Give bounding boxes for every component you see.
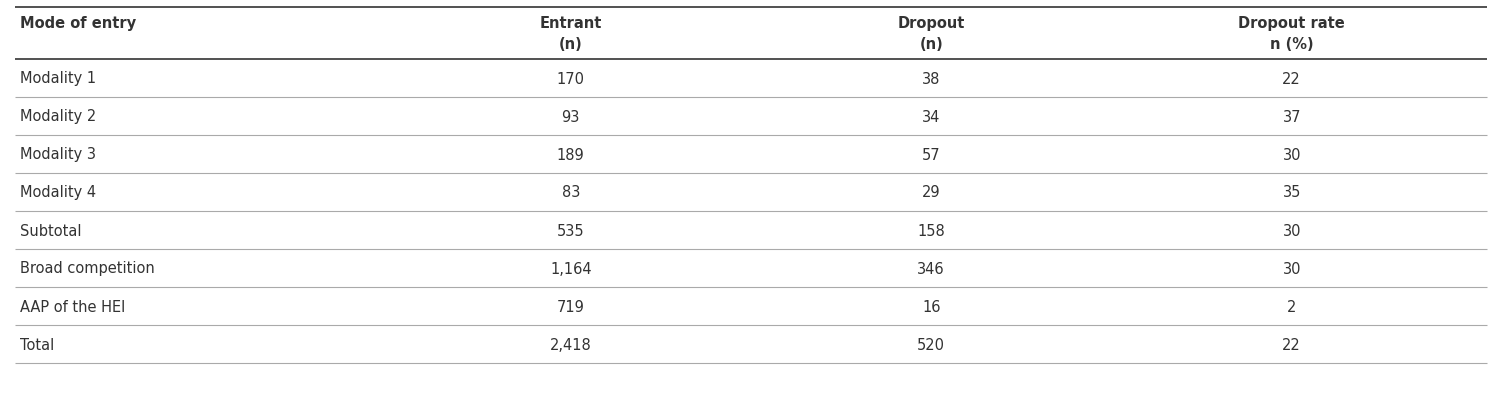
Text: Modality 1: Modality 1 — [20, 71, 96, 86]
Text: Modality 3: Modality 3 — [20, 147, 96, 162]
Text: 38: 38 — [922, 71, 940, 86]
Text: (n): (n) — [919, 36, 943, 51]
Text: n (%): n (%) — [1269, 36, 1314, 51]
Text: 34: 34 — [922, 109, 940, 124]
Text: 30: 30 — [1283, 261, 1301, 276]
Text: 57: 57 — [922, 147, 940, 162]
Text: Total: Total — [20, 337, 54, 352]
Text: 83: 83 — [562, 185, 580, 200]
Text: 346: 346 — [918, 261, 945, 276]
Text: 22: 22 — [1283, 71, 1301, 86]
Text: 29: 29 — [922, 185, 940, 200]
Text: 2: 2 — [1287, 299, 1296, 314]
Text: 93: 93 — [562, 109, 580, 124]
Text: 2,418: 2,418 — [550, 337, 592, 352]
Text: 35: 35 — [1283, 185, 1301, 200]
Text: 37: 37 — [1283, 109, 1301, 124]
Text: 30: 30 — [1283, 223, 1301, 238]
Text: Entrant: Entrant — [539, 16, 602, 31]
Text: 16: 16 — [922, 299, 940, 314]
Text: 30: 30 — [1283, 147, 1301, 162]
Text: 158: 158 — [918, 223, 945, 238]
Text: 1,164: 1,164 — [550, 261, 592, 276]
Text: Modality 4: Modality 4 — [20, 185, 96, 200]
Text: 170: 170 — [557, 71, 584, 86]
Text: 719: 719 — [557, 299, 584, 314]
Text: 535: 535 — [557, 223, 584, 238]
Text: Dropout rate: Dropout rate — [1238, 16, 1346, 31]
Text: Subtotal: Subtotal — [20, 223, 81, 238]
Text: Broad competition: Broad competition — [20, 261, 155, 276]
Text: Modality 2: Modality 2 — [20, 109, 96, 124]
Text: 22: 22 — [1283, 337, 1301, 352]
Text: 520: 520 — [918, 337, 945, 352]
Text: Dropout: Dropout — [898, 16, 964, 31]
Text: Mode of entry: Mode of entry — [20, 16, 135, 31]
Text: AAP of the HEI: AAP of the HEI — [20, 299, 125, 314]
Text: (n): (n) — [559, 36, 583, 51]
Text: 189: 189 — [557, 147, 584, 162]
